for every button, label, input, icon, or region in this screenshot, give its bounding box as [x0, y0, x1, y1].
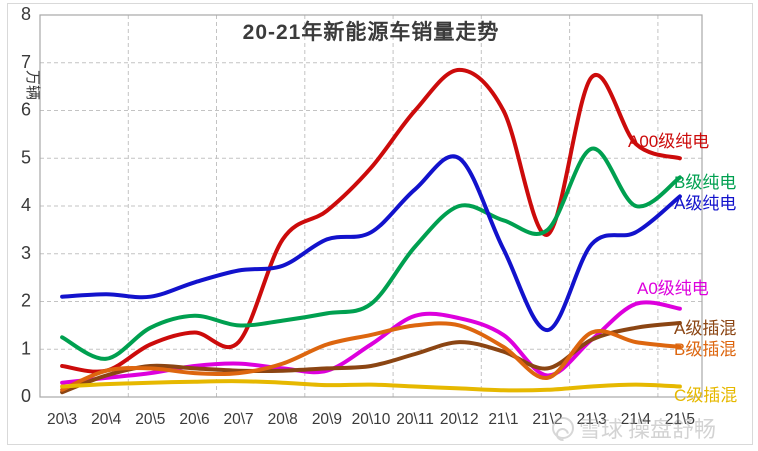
- series-line-B级纯电: [60, 146, 682, 361]
- series-line-A级插混: [60, 321, 682, 395]
- series-line-C级插混: [60, 379, 682, 393]
- x-tick-label: 20\10: [352, 411, 391, 428]
- y-tick-label: 3: [21, 243, 31, 263]
- series-line-B级插混: [60, 321, 682, 392]
- watermark-username: 操盘舒畅: [628, 417, 717, 442]
- series-label-A0级纯电: A0级纯电: [637, 279, 709, 298]
- watermark: 雪球 操盘舒畅: [552, 412, 716, 444]
- x-tick-label: 20\9: [312, 411, 342, 428]
- x-tick-label: 20\11: [396, 411, 434, 428]
- x-tick-label: 20\7: [224, 411, 254, 428]
- y-tick-label: 4: [21, 195, 31, 215]
- series-label-B级插混: B级插混: [674, 340, 737, 359]
- series-label-A级插混: A级插混: [674, 319, 737, 338]
- series-label-B级纯电: B级纯电: [674, 173, 737, 192]
- x-tick-label: 21\1: [488, 411, 518, 428]
- series-line-A级纯电: [60, 154, 682, 333]
- series-label-A级纯电: A级纯电: [674, 194, 737, 213]
- x-tick-label: 20\3: [47, 411, 77, 428]
- chart-title: 20-21年新能源车销量走势: [242, 21, 500, 44]
- y-tick-label: 1: [21, 338, 31, 358]
- y-tick-label: 0: [21, 386, 31, 406]
- y-tick-label: 8: [21, 4, 31, 24]
- x-tick-label: 21\5: [665, 411, 695, 428]
- series-label-C级插混: C级插混: [674, 386, 738, 405]
- x-tick-label: 20\5: [135, 411, 165, 428]
- series-label-A00级纯电: A00级纯电: [628, 132, 710, 151]
- y-axis-unit-label: 万辆: [24, 70, 41, 101]
- series-line-A00级纯电: [60, 67, 682, 374]
- x-tick-label: 20\8: [268, 411, 298, 428]
- x-tick-label: 21\3: [577, 411, 607, 428]
- plot-frame: [39, 14, 703, 398]
- y-tick-label: 7: [21, 52, 31, 72]
- y-tick-label: 5: [21, 147, 31, 167]
- x-tick-label: 20\4: [91, 411, 122, 428]
- x-tick-label: 20\12: [440, 411, 479, 428]
- x-tick-label: 20\6: [179, 411, 209, 428]
- y-tick-label: 6: [21, 100, 31, 120]
- watermark-brand: 雪球: [579, 417, 624, 442]
- y-tick-label: 2: [21, 291, 31, 311]
- x-tick-label: 21\4: [621, 411, 652, 428]
- xueqiu-snowball-logo-icon: [552, 417, 574, 439]
